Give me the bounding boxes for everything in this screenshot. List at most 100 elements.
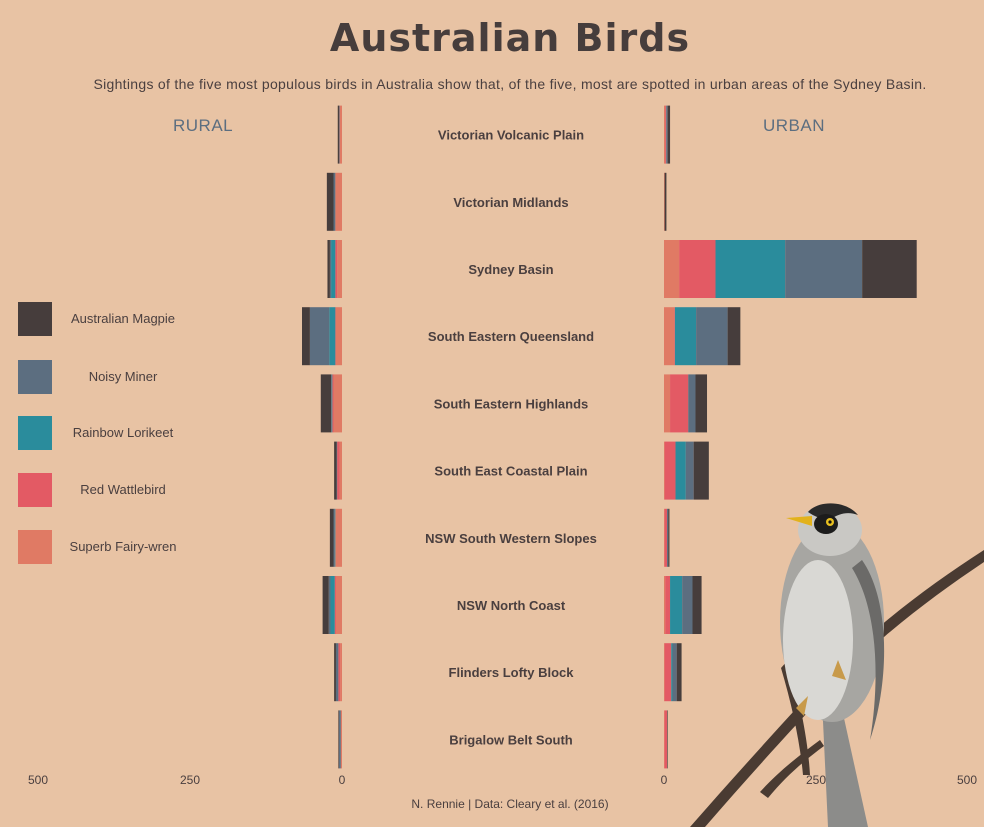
rural-bar-south-eastern-highlands-superb-fairy-wren xyxy=(333,374,342,433)
urban-bar-victorian-volcanic-plain-red-wattlebird xyxy=(665,105,667,164)
urban-bar-brigalow-belt-south-superb-fairy-wren xyxy=(664,710,665,769)
legend-label: Noisy Miner xyxy=(88,369,158,384)
urban-bar-flinders-lofty-block-noisy-miner xyxy=(672,643,677,702)
chart-caption: N. Rennie | Data: Cleary et al. (2016) xyxy=(411,797,609,811)
rural-bar-victorian-midlands-australian-magpie xyxy=(326,172,334,231)
rural-bar-flinders-lofty-block-red-wattlebird xyxy=(338,643,341,702)
urban-bar-flinders-lofty-block-rainbow-lorikeet xyxy=(671,643,673,702)
urban-bar-nsw-south-western-slopes-australian-magpie xyxy=(668,508,670,567)
urban-bar-victorian-midlands-superb-fairy-wren xyxy=(664,172,665,231)
rural-bar-nsw-south-western-slopes-noisy-miner xyxy=(333,508,335,567)
urban-bar-brigalow-belt-south-australian-magpie xyxy=(667,710,668,769)
rural-bar-nsw-north-coast-rainbow-lorikeet xyxy=(330,576,335,634)
urban-axis-tick-label: 0 xyxy=(661,773,668,787)
rural-bar-nsw-south-western-slopes-superb-fairy-wren xyxy=(335,508,342,567)
urban-bar-nsw-north-coast-noisy-miner xyxy=(682,576,693,634)
urban-bar-nsw-south-western-slopes-noisy-miner xyxy=(667,508,669,567)
urban-axis-tick-label: 500 xyxy=(957,773,977,787)
rural-bar-sydney-basin-red-wattlebird xyxy=(335,240,338,298)
urban-bar-brigalow-belt-south-red-wattlebird xyxy=(664,710,668,769)
urban-bar-flinders-lofty-block-red-wattlebird xyxy=(664,643,672,702)
rural-bar-south-eastern-queensland-noisy-miner xyxy=(309,307,330,366)
rural-bar-victorian-midlands-noisy-miner xyxy=(333,172,336,231)
rural-bar-brigalow-belt-south-superb-fairy-wren xyxy=(340,710,342,769)
urban-bar-south-east-coastal-plain-noisy-miner xyxy=(685,441,694,500)
legend-item-noisy-miner: Noisy Miner xyxy=(18,360,208,394)
rural-axis-tick-label: 250 xyxy=(180,773,200,787)
rural-bar-brigalow-belt-south-australian-magpie xyxy=(338,710,339,769)
category-label: South East Coastal Plain xyxy=(434,464,587,479)
rural-axis-tick-label: 500 xyxy=(28,773,48,787)
rural-bar-south-eastern-queensland-superb-fairy-wren xyxy=(335,307,342,366)
chart-title: Australian Birds xyxy=(329,16,691,60)
rural-axis-tick-label: 0 xyxy=(339,773,346,787)
category-label: Brigalow Belt South xyxy=(449,732,573,747)
legend-item-superb-fairy-wren: Superb Fairy-wren xyxy=(18,530,208,564)
rural-bar-sydney-basin-noisy-miner xyxy=(329,240,332,298)
legend-item-australian-magpie: Australian Magpie xyxy=(18,302,208,336)
category-label: NSW North Coast xyxy=(457,598,566,613)
urban-bar-south-east-coastal-plain-superb-fairy-wren xyxy=(664,441,665,500)
rural-bar-nsw-north-coast-australian-magpie xyxy=(322,576,329,634)
rural-bar-south-eastern-highlands-rainbow-lorikeet xyxy=(331,374,333,433)
category-label: South Eastern Queensland xyxy=(428,329,594,344)
urban-bar-nsw-north-coast-superb-fairy-wren xyxy=(664,576,666,634)
rural-bar-south-east-coastal-plain-red-wattlebird xyxy=(337,441,340,500)
urban-bar-flinders-lofty-block-australian-magpie xyxy=(676,643,682,702)
legend-label: Superb Fairy-wren xyxy=(69,539,177,554)
rural-bar-south-eastern-highlands-noisy-miner xyxy=(331,374,332,433)
rural-bar-sydney-basin-australian-magpie xyxy=(327,240,330,298)
urban-bar-sydney-basin-noisy-miner xyxy=(785,240,863,298)
urban-bar-sydney-basin-australian-magpie xyxy=(862,240,917,298)
rural-bar-nsw-north-coast-red-wattlebird xyxy=(334,576,336,634)
chart-subtitle: Sightings of the five most populous bird… xyxy=(93,76,927,92)
category-label: Victorian Midlands xyxy=(453,195,568,210)
rural-bar-flinders-lofty-block-australian-magpie xyxy=(334,643,336,702)
rural-bar-nsw-north-coast-superb-fairy-wren xyxy=(335,576,342,634)
category-label: Sydney Basin xyxy=(468,262,553,277)
urban-bar-south-eastern-highlands-noisy-miner xyxy=(688,374,696,433)
category-label: Flinders Lofty Block xyxy=(449,665,575,680)
rural-bar-south-eastern-highlands-red-wattlebird xyxy=(332,374,334,433)
rural-bar-south-east-coastal-plain-superb-fairy-wren xyxy=(339,441,342,500)
category-label: Victorian Volcanic Plain xyxy=(438,128,584,143)
legend-item-rainbow-lorikeet: Rainbow Lorikeet xyxy=(18,416,208,450)
urban-bar-south-eastern-highlands-superb-fairy-wren xyxy=(664,374,671,433)
category-label: South Eastern Highlands xyxy=(434,396,589,411)
urban-bar-victorian-midlands-australian-magpie xyxy=(664,172,667,231)
legend-swatch xyxy=(18,530,52,564)
rural-bar-sydney-basin-rainbow-lorikeet xyxy=(331,240,336,298)
urban-bar-south-east-coastal-plain-australian-magpie xyxy=(693,441,709,500)
urban-bar-victorian-volcanic-plain-noisy-miner xyxy=(667,105,668,164)
legend-swatch xyxy=(18,473,52,507)
urban-bar-victorian-volcanic-plain-rainbow-lorikeet xyxy=(666,105,668,164)
rural-bar-nsw-south-western-slopes-rainbow-lorikeet xyxy=(334,508,336,567)
rural-bar-flinders-lofty-block-superb-fairy-wren xyxy=(340,643,342,702)
urban-bar-nsw-south-western-slopes-superb-fairy-wren xyxy=(664,508,665,567)
legend-label: Red Wattlebird xyxy=(80,482,166,497)
urban-bar-nsw-north-coast-red-wattlebird xyxy=(665,576,671,634)
urban-axis-tick-label: 250 xyxy=(806,773,826,787)
legend-swatch xyxy=(18,416,52,450)
rural-bar-nsw-north-coast-noisy-miner xyxy=(328,576,331,634)
rural-bar-south-eastern-queensland-australian-magpie xyxy=(302,307,310,366)
urban-bar-south-east-coastal-plain-red-wattlebird xyxy=(664,441,676,500)
rural-bar-nsw-south-western-slopes-australian-magpie xyxy=(329,508,334,567)
urban-bar-south-eastern-highlands-australian-magpie xyxy=(695,374,708,433)
urban-bar-south-eastern-queensland-red-wattlebird xyxy=(674,307,675,366)
urban-bar-south-eastern-queensland-rainbow-lorikeet xyxy=(674,307,697,366)
rural-bar-victorian-volcanic-plain-noisy-miner xyxy=(338,105,340,164)
category-label: NSW South Western Slopes xyxy=(425,531,597,546)
urban-bar-victorian-volcanic-plain-australian-magpie xyxy=(667,105,671,164)
urban-bar-south-eastern-highlands-red-wattlebird xyxy=(670,374,689,433)
rural-bar-south-eastern-highlands-australian-magpie xyxy=(320,374,332,433)
rural-bar-south-eastern-queensland-rainbow-lorikeet xyxy=(329,307,336,366)
urban-bar-south-east-coastal-plain-rainbow-lorikeet xyxy=(675,441,686,500)
rural-bar-sydney-basin-superb-fairy-wren xyxy=(337,240,342,298)
urban-bar-south-eastern-queensland-superb-fairy-wren xyxy=(664,307,675,366)
rural-bar-victorian-midlands-superb-fairy-wren xyxy=(335,172,342,231)
rural-bar-victorian-volcanic-plain-australian-magpie xyxy=(337,105,339,164)
urban-bar-south-eastern-queensland-australian-magpie xyxy=(727,307,741,366)
